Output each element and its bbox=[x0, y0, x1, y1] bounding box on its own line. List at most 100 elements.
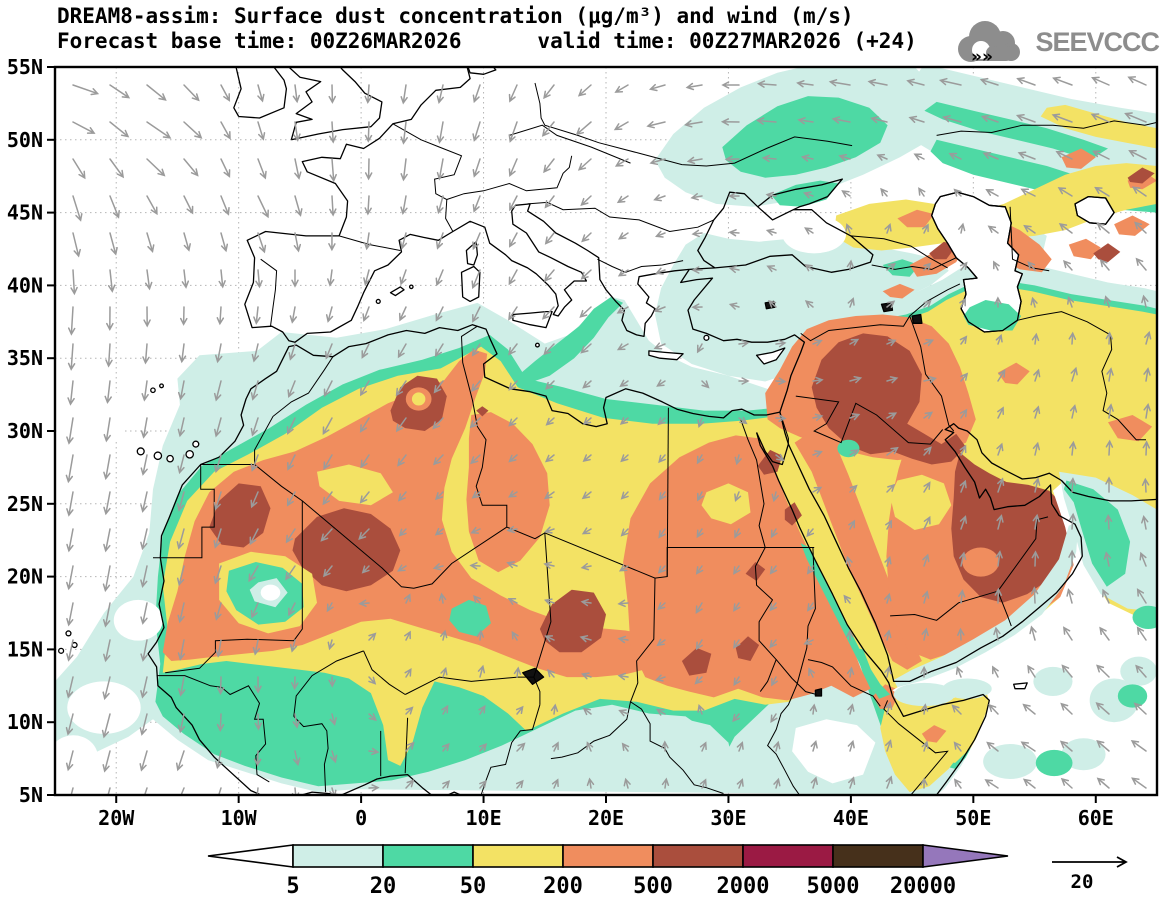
lon-tick-label: 50E bbox=[955, 806, 991, 830]
dust-region-gte500 bbox=[539, 589, 606, 653]
lat-tick-label: 20N bbox=[7, 565, 43, 589]
wind-arrow bbox=[543, 158, 555, 174]
wind-arrow bbox=[623, 777, 631, 789]
wind-arrow bbox=[436, 84, 444, 105]
wind-arrow bbox=[395, 380, 407, 397]
wind-arrow bbox=[923, 515, 931, 530]
wind-arrow bbox=[511, 630, 519, 641]
wind-arrow bbox=[775, 377, 787, 385]
wind-arrow bbox=[886, 446, 899, 456]
wind-arrow bbox=[509, 232, 518, 248]
wind-arrow bbox=[724, 155, 740, 163]
dust-patch bbox=[782, 215, 846, 254]
wind-arrow bbox=[322, 491, 333, 506]
wind-arrow bbox=[1096, 664, 1110, 678]
wind-arrow bbox=[884, 701, 893, 715]
wind-arrow bbox=[701, 380, 710, 389]
lat-tick-label: 5N bbox=[19, 783, 43, 807]
wind-arrow bbox=[1144, 330, 1152, 345]
dust-region-gte50 bbox=[1040, 104, 1157, 149]
wind-arrow bbox=[364, 84, 372, 105]
wind-arrow bbox=[699, 741, 707, 752]
wind-arrow bbox=[812, 339, 823, 347]
wind-arrow bbox=[1090, 113, 1110, 123]
wind-arrow bbox=[323, 454, 333, 471]
wind-arrow bbox=[695, 565, 704, 575]
wind-arrow bbox=[399, 269, 407, 286]
wind-arrow bbox=[508, 490, 518, 498]
wind-arrow bbox=[146, 195, 158, 216]
wind-arrow bbox=[980, 114, 999, 123]
wind-arrow bbox=[440, 629, 448, 641]
wind-arrow bbox=[694, 676, 703, 685]
lon-tick-label: 10W bbox=[221, 806, 258, 830]
wind-arrow bbox=[577, 158, 592, 171]
dust-region-gte200 bbox=[1114, 215, 1150, 236]
wind-arrow bbox=[720, 118, 740, 126]
wind-arrow bbox=[441, 704, 449, 715]
island bbox=[1013, 682, 1028, 690]
wind-arrow bbox=[398, 528, 407, 537]
wind-arrow bbox=[770, 713, 778, 723]
wind-arrow bbox=[471, 343, 481, 357]
wind-arrow bbox=[363, 232, 372, 251]
wind-arrow bbox=[146, 158, 166, 177]
dust-region-gte200 bbox=[882, 283, 915, 299]
wind-arrow bbox=[581, 527, 592, 535]
coastline bbox=[147, 269, 806, 795]
wind-arrow bbox=[1130, 740, 1147, 752]
wind-arrow bbox=[885, 519, 892, 530]
wind-arrow bbox=[400, 84, 408, 105]
wind-arrow bbox=[771, 676, 778, 687]
wind-arrow bbox=[220, 158, 231, 178]
colorbar-label: 2000 bbox=[717, 874, 770, 899]
wind-arrow bbox=[884, 592, 892, 604]
wind-arrow bbox=[220, 84, 231, 102]
wind-arrow bbox=[618, 564, 629, 572]
wind-arrow bbox=[438, 592, 447, 604]
wind-arrow bbox=[841, 190, 851, 198]
wind-arrow bbox=[886, 339, 897, 347]
wind-arrow bbox=[812, 450, 823, 458]
wind-arrow bbox=[1143, 367, 1151, 382]
wind-arrow bbox=[293, 121, 301, 142]
wind-arrow bbox=[885, 775, 893, 789]
wind-arrow bbox=[982, 151, 999, 160]
wind-arrow bbox=[1096, 739, 1110, 752]
wind-arrow bbox=[1027, 261, 1036, 271]
wind-arrows-layer bbox=[65, 76, 1152, 795]
wind-arrow bbox=[920, 703, 929, 715]
wind-arrow bbox=[67, 306, 76, 336]
wind-arrow bbox=[738, 416, 748, 425]
colorbar-segment bbox=[652, 844, 744, 868]
wind-arrow bbox=[1134, 221, 1147, 234]
wind-arrow bbox=[66, 602, 74, 627]
wind-arrow bbox=[728, 265, 740, 274]
wind-arrow bbox=[886, 412, 898, 420]
sea-outline-stroke bbox=[931, 191, 1023, 333]
country-border bbox=[404, 676, 541, 705]
wind-arrow bbox=[250, 491, 259, 509]
wind-arrow bbox=[107, 787, 111, 795]
wind-arrow bbox=[886, 376, 899, 384]
wind-arrow bbox=[1099, 626, 1110, 641]
wind-arrow bbox=[922, 553, 930, 567]
wind-arrow bbox=[72, 158, 86, 180]
wind-arrow bbox=[1033, 405, 1041, 419]
country-border bbox=[909, 315, 955, 432]
river bbox=[740, 419, 777, 692]
wind-arrow bbox=[992, 665, 999, 678]
axis-labels: 55N 50N 45N 40N 35N 30N 25N 20N 15N 10N 5N 20W 10W 0 1… bbox=[7, 55, 1114, 830]
wind-arrow bbox=[953, 188, 962, 197]
wind-arrow bbox=[661, 777, 670, 789]
wind-arrow bbox=[213, 491, 222, 511]
country-border bbox=[550, 701, 631, 760]
wind-arrow bbox=[140, 454, 148, 476]
wind-arrow bbox=[1051, 113, 1073, 123]
wind-arrow bbox=[993, 626, 1001, 641]
wind-arrow bbox=[105, 343, 113, 368]
wind-arrow bbox=[987, 225, 999, 234]
dust-patch bbox=[449, 599, 491, 637]
wind-arrow bbox=[1022, 703, 1036, 715]
wind-arrow bbox=[810, 739, 818, 752]
